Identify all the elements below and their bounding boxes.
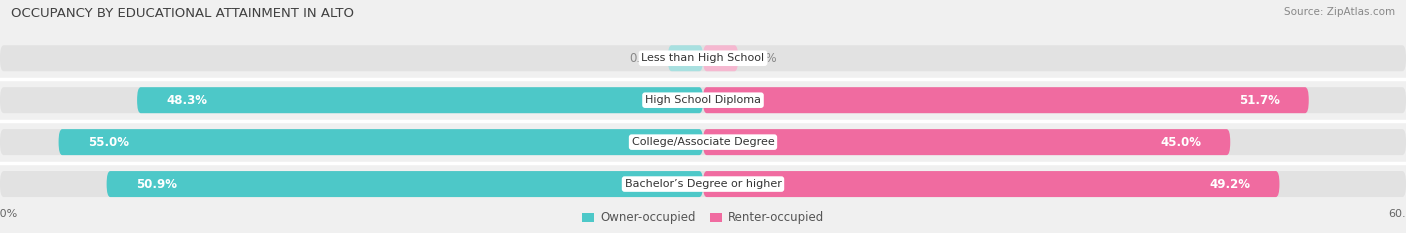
- Text: 48.3%: 48.3%: [166, 94, 207, 107]
- Legend: Owner-occupied, Renter-occupied: Owner-occupied, Renter-occupied: [582, 211, 824, 224]
- FancyBboxPatch shape: [138, 87, 703, 113]
- FancyBboxPatch shape: [0, 171, 1406, 197]
- Text: Less than High School: Less than High School: [641, 53, 765, 63]
- FancyBboxPatch shape: [0, 87, 1406, 113]
- Text: 0.0%: 0.0%: [748, 52, 778, 65]
- Text: 51.7%: 51.7%: [1239, 94, 1279, 107]
- Text: College/Associate Degree: College/Associate Degree: [631, 137, 775, 147]
- FancyBboxPatch shape: [703, 87, 1309, 113]
- Text: 45.0%: 45.0%: [1160, 136, 1201, 149]
- FancyBboxPatch shape: [0, 129, 1406, 155]
- Text: OCCUPANCY BY EDUCATIONAL ATTAINMENT IN ALTO: OCCUPANCY BY EDUCATIONAL ATTAINMENT IN A…: [11, 7, 354, 20]
- Text: High School Diploma: High School Diploma: [645, 95, 761, 105]
- FancyBboxPatch shape: [703, 45, 738, 71]
- FancyBboxPatch shape: [0, 45, 1406, 71]
- FancyBboxPatch shape: [107, 171, 703, 197]
- FancyBboxPatch shape: [703, 129, 1230, 155]
- Text: Source: ZipAtlas.com: Source: ZipAtlas.com: [1284, 7, 1395, 17]
- Text: 55.0%: 55.0%: [87, 136, 129, 149]
- FancyBboxPatch shape: [59, 129, 703, 155]
- Text: 50.9%: 50.9%: [136, 178, 177, 191]
- Text: 0.0%: 0.0%: [628, 52, 658, 65]
- Text: Bachelor’s Degree or higher: Bachelor’s Degree or higher: [624, 179, 782, 189]
- FancyBboxPatch shape: [668, 45, 703, 71]
- FancyBboxPatch shape: [703, 171, 1279, 197]
- Text: 49.2%: 49.2%: [1209, 178, 1250, 191]
